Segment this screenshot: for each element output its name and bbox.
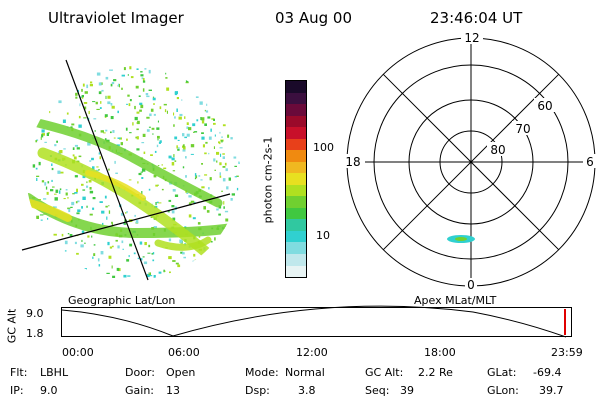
glat-label: GLat:	[487, 366, 517, 379]
colorbar-segment	[286, 196, 306, 208]
lat-label-70: 70	[515, 122, 530, 136]
mlt-label-0: 0	[467, 278, 475, 292]
seq-label: Seq:	[365, 384, 390, 397]
aurora-band	[37, 147, 229, 274]
gain-label: Gain:	[125, 384, 154, 397]
glon-label: GLon:	[487, 384, 519, 397]
colorbar-unit-label: photon cm-2s-1	[261, 136, 275, 224]
mlt-label-18: 18	[345, 155, 360, 169]
color-scale-bar	[285, 80, 307, 278]
colorbar-segment	[286, 230, 306, 243]
instrument-title: Ultraviolet Imager	[48, 9, 184, 27]
time-tick-0000: 00:00	[62, 346, 94, 359]
alt-tick-bottom: 1.8	[26, 327, 44, 340]
alt-axis-label: GC Alt	[5, 308, 19, 344]
apex-coord-label: Apex MLat/MLT	[414, 294, 497, 307]
glat-value: -69.4	[533, 366, 562, 379]
colorbar-segment	[286, 173, 306, 185]
colorbar-segment	[286, 104, 306, 116]
aurora-band	[26, 199, 72, 222]
colorbar-segment	[286, 81, 306, 93]
uv-auroral-image	[21, 59, 240, 281]
geo-grid-line-2	[21, 193, 231, 251]
colorbar-segment	[286, 138, 306, 151]
ip-value: 9.0	[40, 384, 58, 397]
aurora-band	[33, 118, 223, 208]
colorbar-segment	[286, 92, 306, 105]
time-tick-0600: 06:00	[168, 346, 200, 359]
lat-label-80: 80	[490, 143, 505, 157]
altitude-plot	[61, 305, 572, 338]
mode-label: Mode:	[245, 366, 279, 379]
time-tick-1800: 18:00	[424, 346, 456, 359]
ip-label: IP:	[10, 384, 24, 397]
colorbar-segment	[286, 219, 306, 231]
colorbar-segment	[286, 253, 306, 266]
colorbar-segment	[286, 265, 306, 278]
colorbar-tick-100: 100	[313, 141, 334, 154]
aurora-band	[85, 170, 146, 201]
flt-value: LBHL	[40, 366, 69, 379]
gain-value: 13	[166, 384, 180, 397]
flt-label: Flt:	[10, 366, 28, 379]
colorbar-segment	[286, 207, 306, 220]
gcalt-label: GC Alt:	[365, 366, 404, 379]
time-tick-1200: 12:00	[296, 346, 328, 359]
dsp-value: 3.8	[298, 384, 316, 397]
observation-date: 03 Aug 00	[275, 9, 352, 27]
mlt-label-12: 12	[464, 31, 479, 45]
door-label: Door:	[125, 366, 155, 379]
colorbar-segment	[286, 161, 306, 174]
colorbar-tick-10: 10	[316, 229, 330, 242]
colorbar-segment	[286, 127, 306, 139]
gcalt-value: 2.2 Re	[418, 366, 453, 379]
geo-grid-line-1	[65, 59, 149, 281]
door-value: Open	[166, 366, 196, 379]
polar-aurora-patch	[447, 235, 475, 243]
seq-value: 39	[400, 384, 414, 397]
mlt-line-diag-2	[382, 73, 560, 251]
mode-value: Normal	[285, 366, 325, 379]
time-tick-2359: 23:59	[551, 346, 583, 359]
aurora-band	[154, 236, 212, 251]
altitude-curve	[61, 305, 567, 338]
alt-tick-top: 9.0	[26, 307, 44, 320]
observation-time: 23:46:04 UT	[430, 9, 523, 27]
geo-coord-label: Geographic Lat/Lon	[68, 294, 176, 307]
mlt-label-6: 6	[586, 155, 594, 169]
colorbar-segment	[286, 150, 306, 162]
colorbar-segment	[286, 242, 306, 254]
colorbar-segment	[286, 115, 306, 128]
colorbar-segment	[286, 184, 306, 197]
dsp-label: Dsp:	[245, 384, 270, 397]
lat-label-60: 60	[537, 99, 552, 113]
polar-mlt-dial: 12 18 6 0 60 70 80	[341, 30, 597, 292]
glon-value: 39.7	[539, 384, 564, 397]
